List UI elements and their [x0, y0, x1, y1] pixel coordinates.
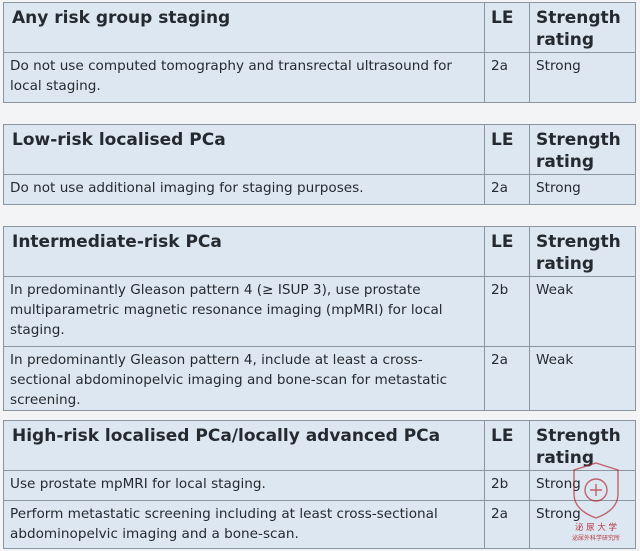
- recommendation-text: In predominantly Gleason pattern 4, incl…: [3, 346, 485, 411]
- table-title: Any risk group staging: [3, 2, 485, 53]
- table-row: Do not use computed tomography and trans…: [3, 52, 636, 103]
- table-title: High-risk localised PCa/locally advanced…: [3, 420, 485, 471]
- strength-value: Strong: [529, 52, 636, 103]
- recommendation-table-low-risk: Low-risk localised PCa LE Strength ratin…: [3, 124, 636, 205]
- table-header-row: High-risk localised PCa/locally advanced…: [3, 420, 636, 471]
- recommendation-text: In predominantly Gleason pattern 4 (≥ IS…: [3, 276, 485, 347]
- table-row: In predominantly Gleason pattern 4, incl…: [3, 346, 636, 411]
- strength-value: Strong: [529, 470, 636, 501]
- recommendation-table-intermediate-risk: Intermediate-risk PCa LE Strength rating…: [3, 226, 636, 411]
- table-header-row: Intermediate-risk PCa LE Strength rating: [3, 226, 636, 277]
- recommendation-text: Do not use computed tomography and trans…: [3, 52, 485, 103]
- table-header-row: Any risk group staging LE Strength ratin…: [3, 2, 636, 53]
- strength-value: Strong: [529, 500, 636, 549]
- le-header: LE: [484, 226, 530, 277]
- le-value: 2a: [484, 500, 530, 549]
- table-row: In predominantly Gleason pattern 4 (≥ IS…: [3, 276, 636, 347]
- le-value: 2b: [484, 470, 530, 501]
- le-value: 2a: [484, 346, 530, 411]
- table-title: Intermediate-risk PCa: [3, 226, 485, 277]
- strength-value: Weak: [529, 276, 636, 347]
- le-value: 2b: [484, 276, 530, 347]
- recommendation-text: Do not use additional imaging for stagin…: [3, 174, 485, 205]
- le-value: 2a: [484, 174, 530, 205]
- table-title: Low-risk localised PCa: [3, 124, 485, 175]
- le-header: LE: [484, 420, 530, 471]
- le-header: LE: [484, 124, 530, 175]
- recommendation-text: Use prostate mpMRI for local staging.: [3, 470, 485, 501]
- table-row: Use prostate mpMRI for local staging. 2b…: [3, 470, 636, 501]
- strength-header: Strength rating: [529, 2, 636, 53]
- recommendation-text: Perform metastatic screening including a…: [3, 500, 485, 549]
- strength-header: Strength rating: [529, 420, 636, 471]
- recommendation-table-high-risk: High-risk localised PCa/locally advanced…: [3, 420, 636, 549]
- strength-value: Strong: [529, 174, 636, 205]
- strength-header: Strength rating: [529, 124, 636, 175]
- le-value: 2a: [484, 52, 530, 103]
- table-header-row: Low-risk localised PCa LE Strength ratin…: [3, 124, 636, 175]
- strength-value: Weak: [529, 346, 636, 411]
- le-header: LE: [484, 2, 530, 53]
- strength-header: Strength rating: [529, 226, 636, 277]
- table-row: Perform metastatic screening including a…: [3, 500, 636, 549]
- recommendation-table-any-risk: Any risk group staging LE Strength ratin…: [3, 2, 636, 103]
- table-row: Do not use additional imaging for stagin…: [3, 174, 636, 205]
